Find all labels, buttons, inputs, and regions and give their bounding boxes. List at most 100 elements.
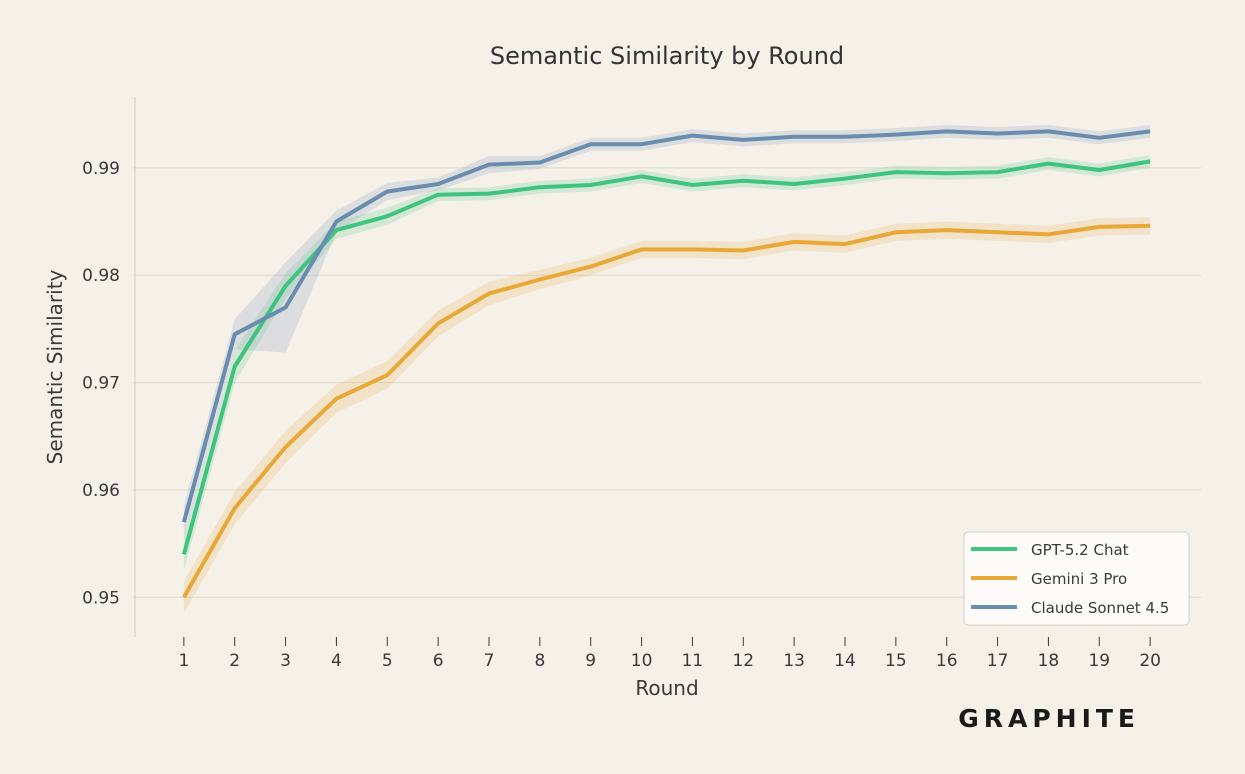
data-point-gemini-3-pro-6 xyxy=(436,322,440,326)
data-point-claude-sonnet-4-5-16 xyxy=(945,129,949,133)
data-point-gpt-5-2-chat-5 xyxy=(385,214,389,218)
x-tick-label-13: 13 xyxy=(783,651,805,671)
data-point-gemini-3-pro-7 xyxy=(487,291,491,295)
data-point-gpt-5-2-chat-7 xyxy=(487,192,491,196)
data-point-claude-sonnet-4-5-20 xyxy=(1148,129,1152,133)
data-point-gpt-5-2-chat-11 xyxy=(690,183,694,187)
x-tick-label-11: 11 xyxy=(682,651,704,671)
data-point-claude-sonnet-4-5-3 xyxy=(284,305,288,309)
legend: GPT-5.2 Chat Gemini 3 Pro Claude Sonnet … xyxy=(963,531,1190,626)
y-tick-label-0-98: 0.98 xyxy=(82,266,120,286)
data-point-gpt-5-2-chat-18 xyxy=(1046,162,1050,166)
data-point-claude-sonnet-4-5-15 xyxy=(894,133,898,137)
data-point-claude-sonnet-4-5-5 xyxy=(385,189,389,193)
data-point-gpt-5-2-chat-16 xyxy=(945,171,949,175)
data-point-gemini-3-pro-20 xyxy=(1148,224,1152,228)
data-point-gpt-5-2-chat-8 xyxy=(538,185,542,189)
series-line-claude-sonnet-4-5 xyxy=(181,129,1151,523)
data-point-claude-sonnet-4-5-14 xyxy=(843,135,847,139)
data-point-gemini-3-pro-4 xyxy=(334,397,338,401)
x-tick-label-17: 17 xyxy=(987,651,1009,671)
data-point-gpt-5-2-chat-10 xyxy=(640,174,644,178)
data-point-gemini-3-pro-11 xyxy=(690,247,694,251)
data-point-claude-sonnet-4-5-6 xyxy=(436,182,440,186)
y-tick-label-0-95: 0.95 xyxy=(82,588,120,608)
x-tick-label-10: 10 xyxy=(631,651,653,671)
confidence-band-gpt-5-2-chat xyxy=(183,155,1151,571)
data-point-gpt-5-2-chat-19 xyxy=(1097,168,1101,172)
data-point-gpt-5-2-chat-12 xyxy=(741,179,745,183)
x-tick-label-15: 15 xyxy=(885,651,907,671)
data-point-gpt-5-2-chat-14 xyxy=(843,177,847,181)
data-point-claude-sonnet-4-5-9 xyxy=(589,142,593,146)
x-tick-label-4: 4 xyxy=(331,651,342,671)
data-point-gemini-3-pro-3 xyxy=(284,445,288,449)
legend-box xyxy=(963,531,1190,626)
data-point-gemini-3-pro-12 xyxy=(741,249,745,253)
y-tick-label-0-97: 0.97 xyxy=(82,374,120,394)
data-point-claude-sonnet-4-5-7 xyxy=(487,163,491,167)
data-point-claude-sonnet-4-5-4 xyxy=(334,220,338,224)
data-point-claude-sonnet-4-5-17 xyxy=(996,132,1000,136)
data-point-gpt-5-2-chat-2 xyxy=(233,364,237,368)
data-point-claude-sonnet-4-5-10 xyxy=(640,142,644,146)
x-tick-label-12: 12 xyxy=(732,651,754,671)
data-point-gemini-3-pro-18 xyxy=(1046,232,1050,236)
data-point-gpt-5-2-chat-20 xyxy=(1148,159,1152,163)
data-point-gpt-5-2-chat-4 xyxy=(334,228,338,232)
data-point-claude-sonnet-4-5-2 xyxy=(233,332,237,336)
data-point-claude-sonnet-4-5-19 xyxy=(1097,136,1101,140)
x-tick-label-3: 3 xyxy=(280,651,291,671)
data-point-gemini-3-pro-14 xyxy=(843,242,847,246)
legend-label-gemini-3-pro: Gemini 3 Pro xyxy=(1031,570,1127,588)
series-lines xyxy=(181,129,1152,599)
legend-label-gpt-5-2-chat: GPT-5.2 Chat xyxy=(1031,541,1129,559)
x-tick-label-9: 9 xyxy=(585,651,596,671)
x-tick-label-8: 8 xyxy=(534,651,545,671)
data-point-gemini-3-pro-1 xyxy=(182,595,186,599)
brand-logo: GRAPHITE xyxy=(958,704,1140,733)
x-tick-label-1: 1 xyxy=(178,651,189,671)
data-point-gemini-3-pro-10 xyxy=(640,247,644,251)
series-line-gemini-3-pro xyxy=(182,223,1151,599)
data-point-claude-sonnet-4-5-12 xyxy=(741,138,745,142)
x-tick-label-16: 16 xyxy=(936,651,958,671)
data-point-gpt-5-2-chat-9 xyxy=(589,183,593,187)
data-point-gemini-3-pro-8 xyxy=(538,278,542,282)
data-point-gpt-5-2-chat-1 xyxy=(182,552,186,556)
x-axis-title: Round xyxy=(635,676,698,700)
data-point-gpt-5-2-chat-15 xyxy=(894,170,898,174)
data-point-gemini-3-pro-19 xyxy=(1097,225,1101,229)
x-tick-label-14: 14 xyxy=(834,651,856,671)
x-tick-label-5: 5 xyxy=(382,651,393,671)
series-line-gpt-5-2-chat xyxy=(181,159,1151,555)
y-tick-label-0-96: 0.96 xyxy=(82,481,120,501)
x-tick-label-2: 2 xyxy=(229,651,240,671)
data-point-claude-sonnet-4-5-13 xyxy=(792,135,796,139)
x-tick-label-7: 7 xyxy=(484,651,495,671)
legend-label-claude-sonnet-4-5: Claude Sonnet 4.5 xyxy=(1031,599,1169,617)
data-point-claude-sonnet-4-5-1 xyxy=(182,520,186,524)
data-point-gemini-3-pro-15 xyxy=(894,230,898,234)
data-point-claude-sonnet-4-5-18 xyxy=(1046,129,1050,133)
data-point-gemini-3-pro-16 xyxy=(945,228,949,232)
x-tick-label-6: 6 xyxy=(433,651,444,671)
data-point-gemini-3-pro-2 xyxy=(233,506,237,510)
y-tick-label-0-99: 0.99 xyxy=(82,159,120,179)
x-tick-label-19: 19 xyxy=(1088,651,1110,671)
y-axis-title: Semantic Similarity xyxy=(43,269,67,464)
data-point-claude-sonnet-4-5-8 xyxy=(538,160,542,164)
x-ticks: 1 2 3 4 5 6 7 8 9 10 11 12 13 14 15 16 17 18 19 20 xyxy=(178,637,1161,671)
data-point-gemini-3-pro-17 xyxy=(996,230,1000,234)
data-point-gemini-3-pro-9 xyxy=(589,265,593,269)
data-point-gpt-5-2-chat-13 xyxy=(792,182,796,186)
x-tick-label-18: 18 xyxy=(1038,651,1060,671)
y-tick-labels: 0.95 0.96 0.97 0.98 0.99 xyxy=(82,159,120,608)
data-point-gpt-5-2-chat-6 xyxy=(436,193,440,197)
data-point-gemini-3-pro-5 xyxy=(385,373,389,377)
data-point-gpt-5-2-chat-3 xyxy=(284,284,288,288)
data-point-gpt-5-2-chat-17 xyxy=(996,170,1000,174)
data-point-gemini-3-pro-13 xyxy=(792,240,796,244)
